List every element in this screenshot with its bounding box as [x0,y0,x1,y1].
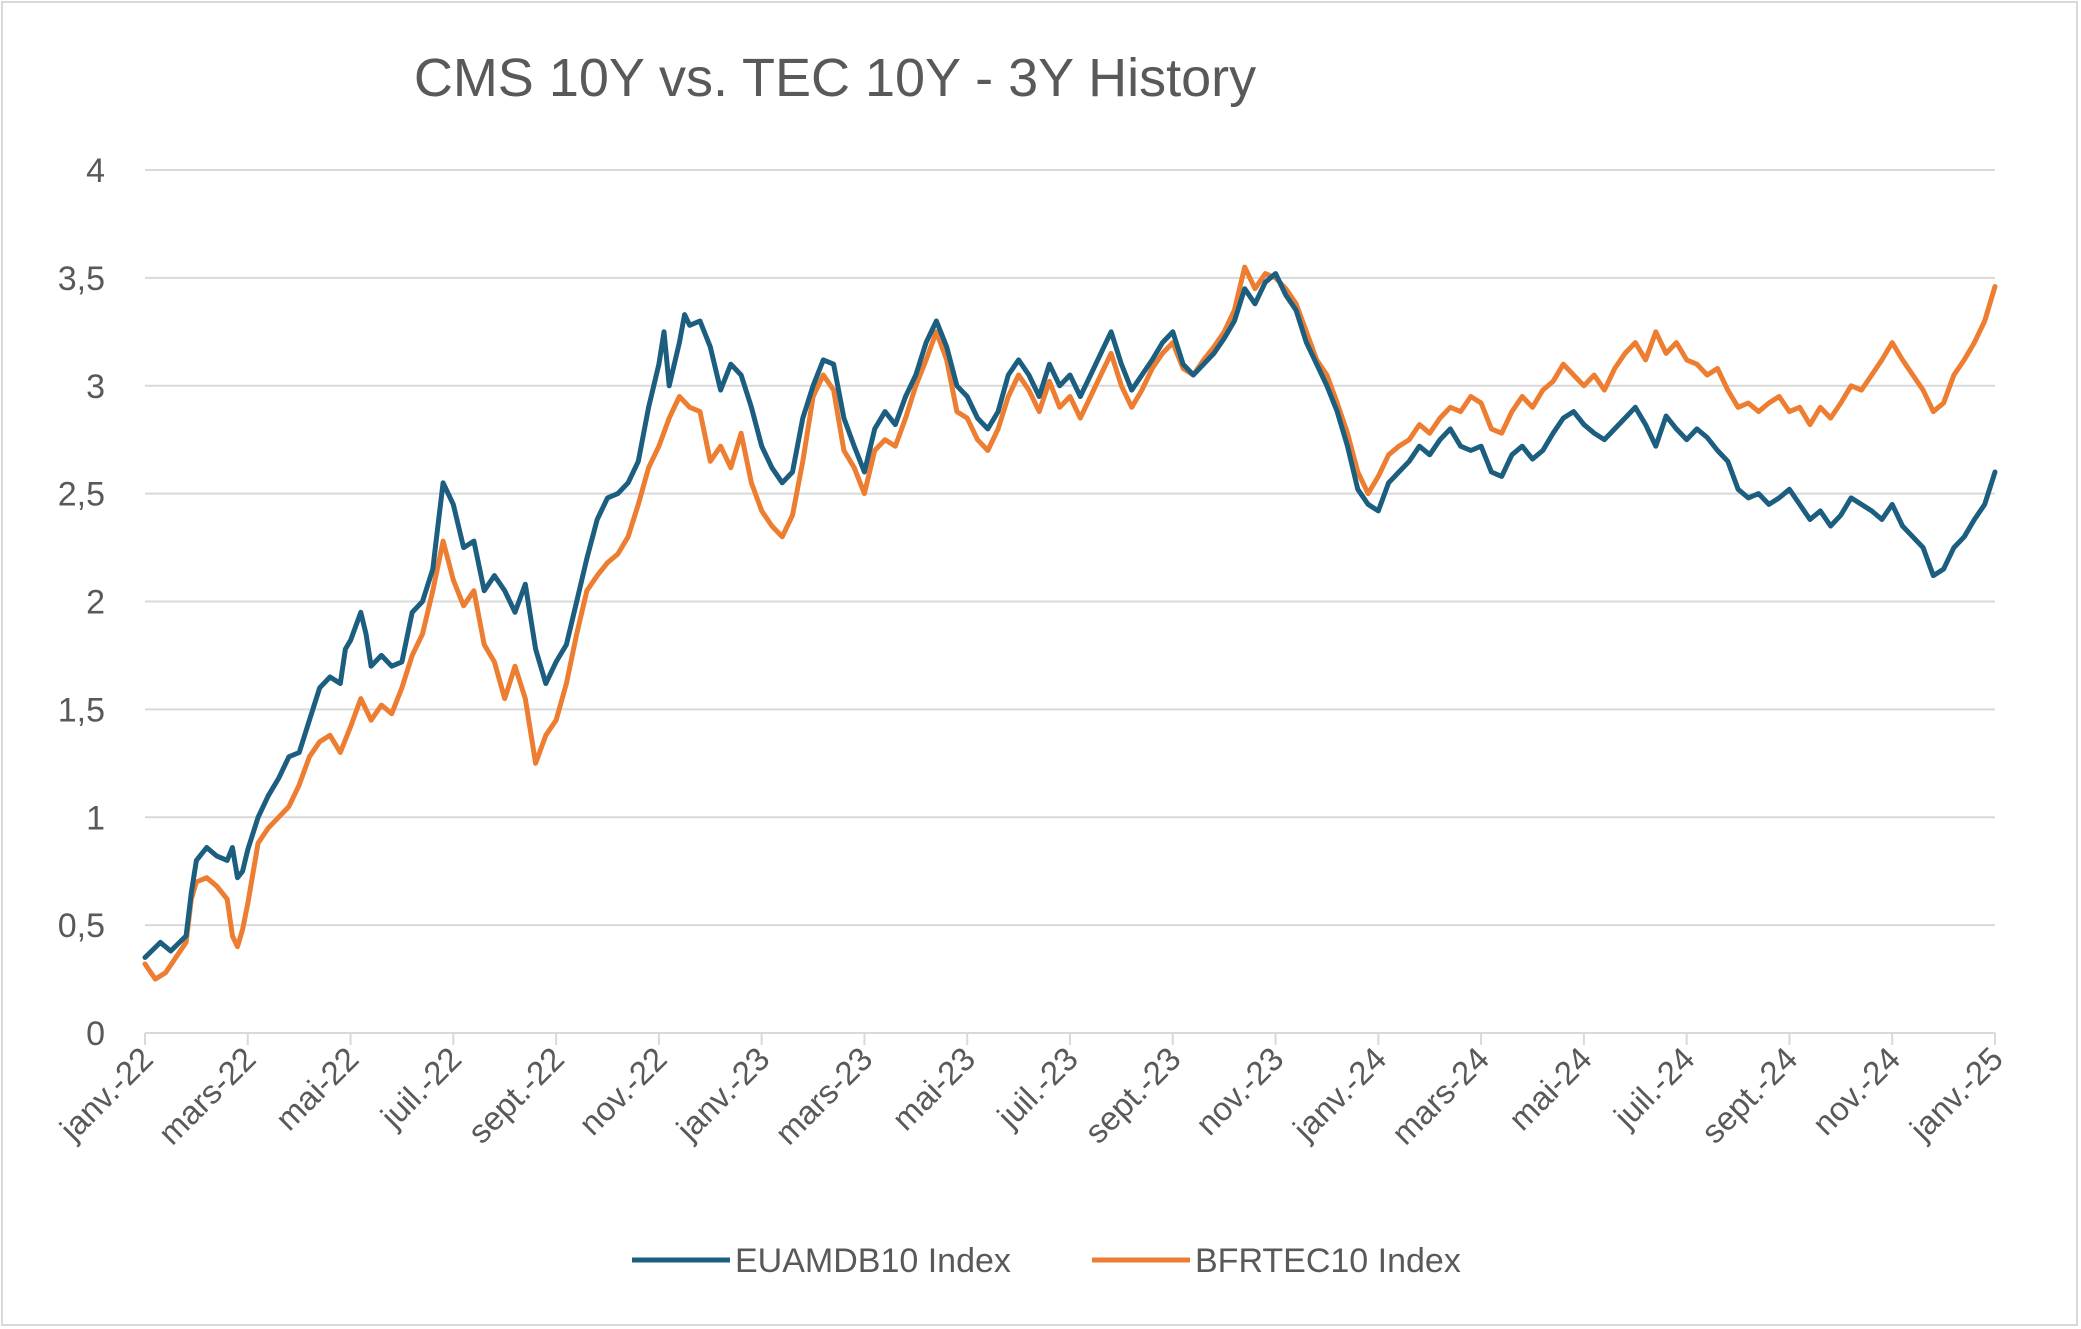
x-tick-label: mai-22 [268,1040,365,1137]
y-tick-label: 3 [86,368,105,406]
x-tick-label: mai-23 [885,1040,982,1137]
x-tick-label: janv.-22 [52,1040,160,1148]
y-tick-label: 0,5 [58,907,105,945]
y-tick-label: 1 [86,799,105,837]
chart-title: CMS 10Y vs. TEC 10Y - 3Y History [414,48,1256,108]
legend: EUAMDB10 Index BFRTEC10 Index [632,1242,1461,1280]
y-tick-label: 0 [86,1015,105,1053]
y-tick-label: 4 [86,152,105,190]
x-tick-label: nov.-23 [1188,1040,1290,1142]
y-tick-label: 2,5 [58,476,105,514]
x-tick-label: janv.-23 [668,1040,776,1148]
x-tick-label: juil.-24 [1606,1040,1702,1136]
x-tick-label: mars-23 [768,1040,880,1152]
legend-label-bfrtec10: BFRTEC10 Index [1195,1242,1461,1280]
series-layer [142,264,1998,982]
y-tick-label: 3,5 [58,260,105,298]
x-tick-label: janv.-25 [1902,1040,2010,1148]
y-tick-label: 2 [86,584,105,622]
y-tick-label: 1,5 [58,691,105,729]
x-tick-label: juil.-22 [373,1040,469,1136]
legend-label-euamdb10: EUAMDB10 Index [735,1242,1011,1280]
grid-lines [145,169,1995,927]
x-tick-label: mars-24 [1384,1040,1496,1152]
x-tick-label: sept.-24 [1694,1040,1804,1150]
x-tick-label: mars-22 [151,1040,263,1152]
x-tick-label: sept.-22 [461,1040,571,1150]
x-tick-label: mai-24 [1501,1040,1598,1137]
series-line-bfrtec10 [142,264,1998,982]
x-tick-label: janv.-24 [1285,1040,1393,1148]
x-tick-label: juil.-23 [989,1040,1085,1136]
x-tick-label: nov.-22 [572,1040,674,1142]
x-tick-label: sept.-23 [1077,1040,1187,1150]
x-tick-label: nov.-24 [1805,1040,1907,1142]
series-line-euamdb10 [142,271,1998,960]
